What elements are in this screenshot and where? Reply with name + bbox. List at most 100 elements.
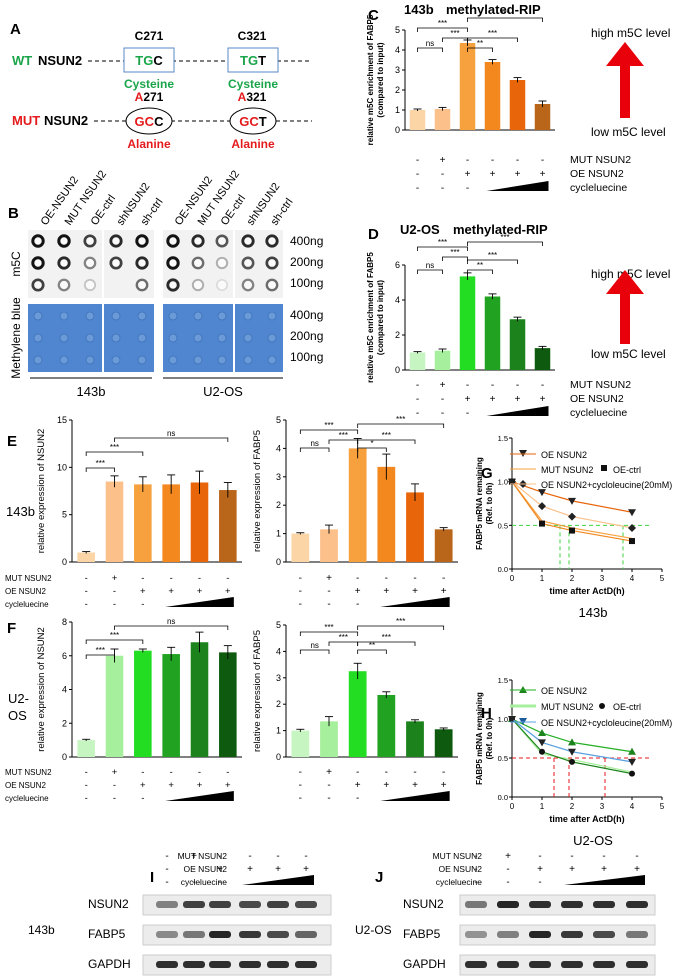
significance-label: ns	[310, 641, 318, 650]
marker	[568, 497, 576, 505]
condition-sign: -	[85, 780, 88, 791]
significance-label: ns	[310, 439, 318, 448]
m5c-dot	[83, 234, 97, 248]
y-tick-label: 1.0	[498, 715, 508, 724]
bar	[377, 694, 396, 757]
significance-label: ***	[324, 421, 333, 430]
wt-codon-2: TGT	[240, 53, 266, 68]
y-tick-label: 6	[395, 260, 400, 270]
significance-label: ***	[324, 623, 333, 632]
y-tick-label: 0	[395, 365, 400, 375]
condition-sign: -	[541, 155, 544, 166]
band	[626, 961, 648, 968]
significance-bracket	[357, 641, 416, 646]
condition-sign: -	[491, 155, 494, 166]
condition-sign: -	[538, 877, 541, 888]
condition-sign: -	[356, 599, 359, 610]
y-tick-label: 1	[395, 105, 400, 115]
chart-g: G 0 1 2 3 4 5 0.0 0.5 1.0 1.5 time after ActD(h) FAB…	[475, 434, 672, 620]
cycloleucine-wedge	[486, 181, 549, 191]
bar	[190, 642, 209, 757]
amount-400-m5c: 400ng	[290, 234, 323, 248]
mut-site-1: A271	[135, 90, 164, 104]
y-tick-label: 3	[395, 65, 400, 75]
panel-b-label: B	[8, 205, 19, 222]
significance-label: ***	[96, 459, 105, 468]
significance-bracket	[85, 654, 115, 659]
cycloleucine-wedge	[486, 406, 549, 416]
band	[626, 901, 648, 908]
group-label-143b: 143b	[77, 384, 106, 399]
condition-sign: -	[248, 851, 251, 862]
x-tick-label: 0	[510, 802, 515, 811]
condition-sign: -	[85, 586, 88, 597]
band	[183, 901, 205, 908]
condition-label: OE NSUN2	[570, 393, 624, 405]
condition-sign: +	[355, 586, 361, 597]
high-low-arrow-shaft	[620, 62, 630, 118]
condition-sign: -	[416, 155, 419, 166]
panel-d-label: D	[368, 226, 379, 243]
panel-label: J	[375, 869, 383, 886]
band	[295, 901, 317, 908]
bar	[134, 484, 152, 562]
condition-sign: -	[165, 864, 168, 875]
y-tick-label: 2	[276, 699, 281, 709]
significance-label: ***	[488, 29, 497, 38]
y-tick-label: 2	[395, 330, 400, 340]
wt-site-2: C321	[238, 29, 267, 43]
bar	[162, 484, 180, 562]
m5c-dot	[215, 234, 229, 248]
bar	[105, 481, 124, 562]
condition-sign: -	[385, 767, 388, 778]
m5c-dot	[31, 278, 45, 292]
significance-bracket	[114, 437, 229, 442]
bar	[484, 296, 501, 370]
significance-bracket	[417, 246, 468, 251]
bar	[434, 350, 451, 370]
condition-sign: +	[465, 394, 471, 405]
condition-sign: +	[569, 864, 575, 875]
condition-sign: +	[197, 586, 203, 597]
significance-bracket	[299, 429, 359, 434]
wt-codon-1: TGC	[135, 53, 163, 68]
m5c-dot	[135, 278, 149, 292]
significance-bracket	[357, 625, 445, 630]
y-tick-label: 0	[62, 752, 67, 762]
condition-sign: -	[442, 767, 445, 778]
mb-dot	[168, 333, 178, 343]
mb-dot	[111, 355, 121, 365]
condition-sign: -	[218, 851, 221, 862]
annotation-low: low m5C level	[591, 125, 666, 139]
condition-sign: -	[141, 573, 144, 584]
condition-sign: +	[515, 169, 521, 180]
x-tick-label: 1	[540, 574, 545, 583]
band-label: FABP5	[403, 927, 441, 941]
mb-dot	[59, 311, 69, 321]
mb-dot	[137, 311, 147, 321]
condition-sign: +	[441, 780, 447, 791]
y-tick-label: 8	[62, 617, 67, 627]
m5c-dot	[83, 278, 97, 292]
condition-sign: -	[466, 408, 469, 419]
band	[295, 931, 317, 938]
condition-sign: -	[416, 394, 419, 405]
y-tick-label: 5	[276, 620, 281, 630]
band	[267, 901, 289, 908]
significance-bracket	[417, 47, 443, 52]
mb-dot	[111, 311, 121, 321]
cycloleucine-wedge	[165, 791, 234, 801]
marker	[568, 512, 576, 521]
condition-sign: -	[474, 851, 477, 862]
condition-sign: -	[198, 767, 201, 778]
condition-label: cycleluecine	[181, 877, 228, 887]
panel-label: H	[481, 705, 492, 722]
y-tick-label: 4	[395, 295, 400, 305]
condition-sign: +	[634, 864, 640, 875]
significance-bracket	[299, 447, 330, 452]
m5c-dot	[215, 256, 229, 270]
